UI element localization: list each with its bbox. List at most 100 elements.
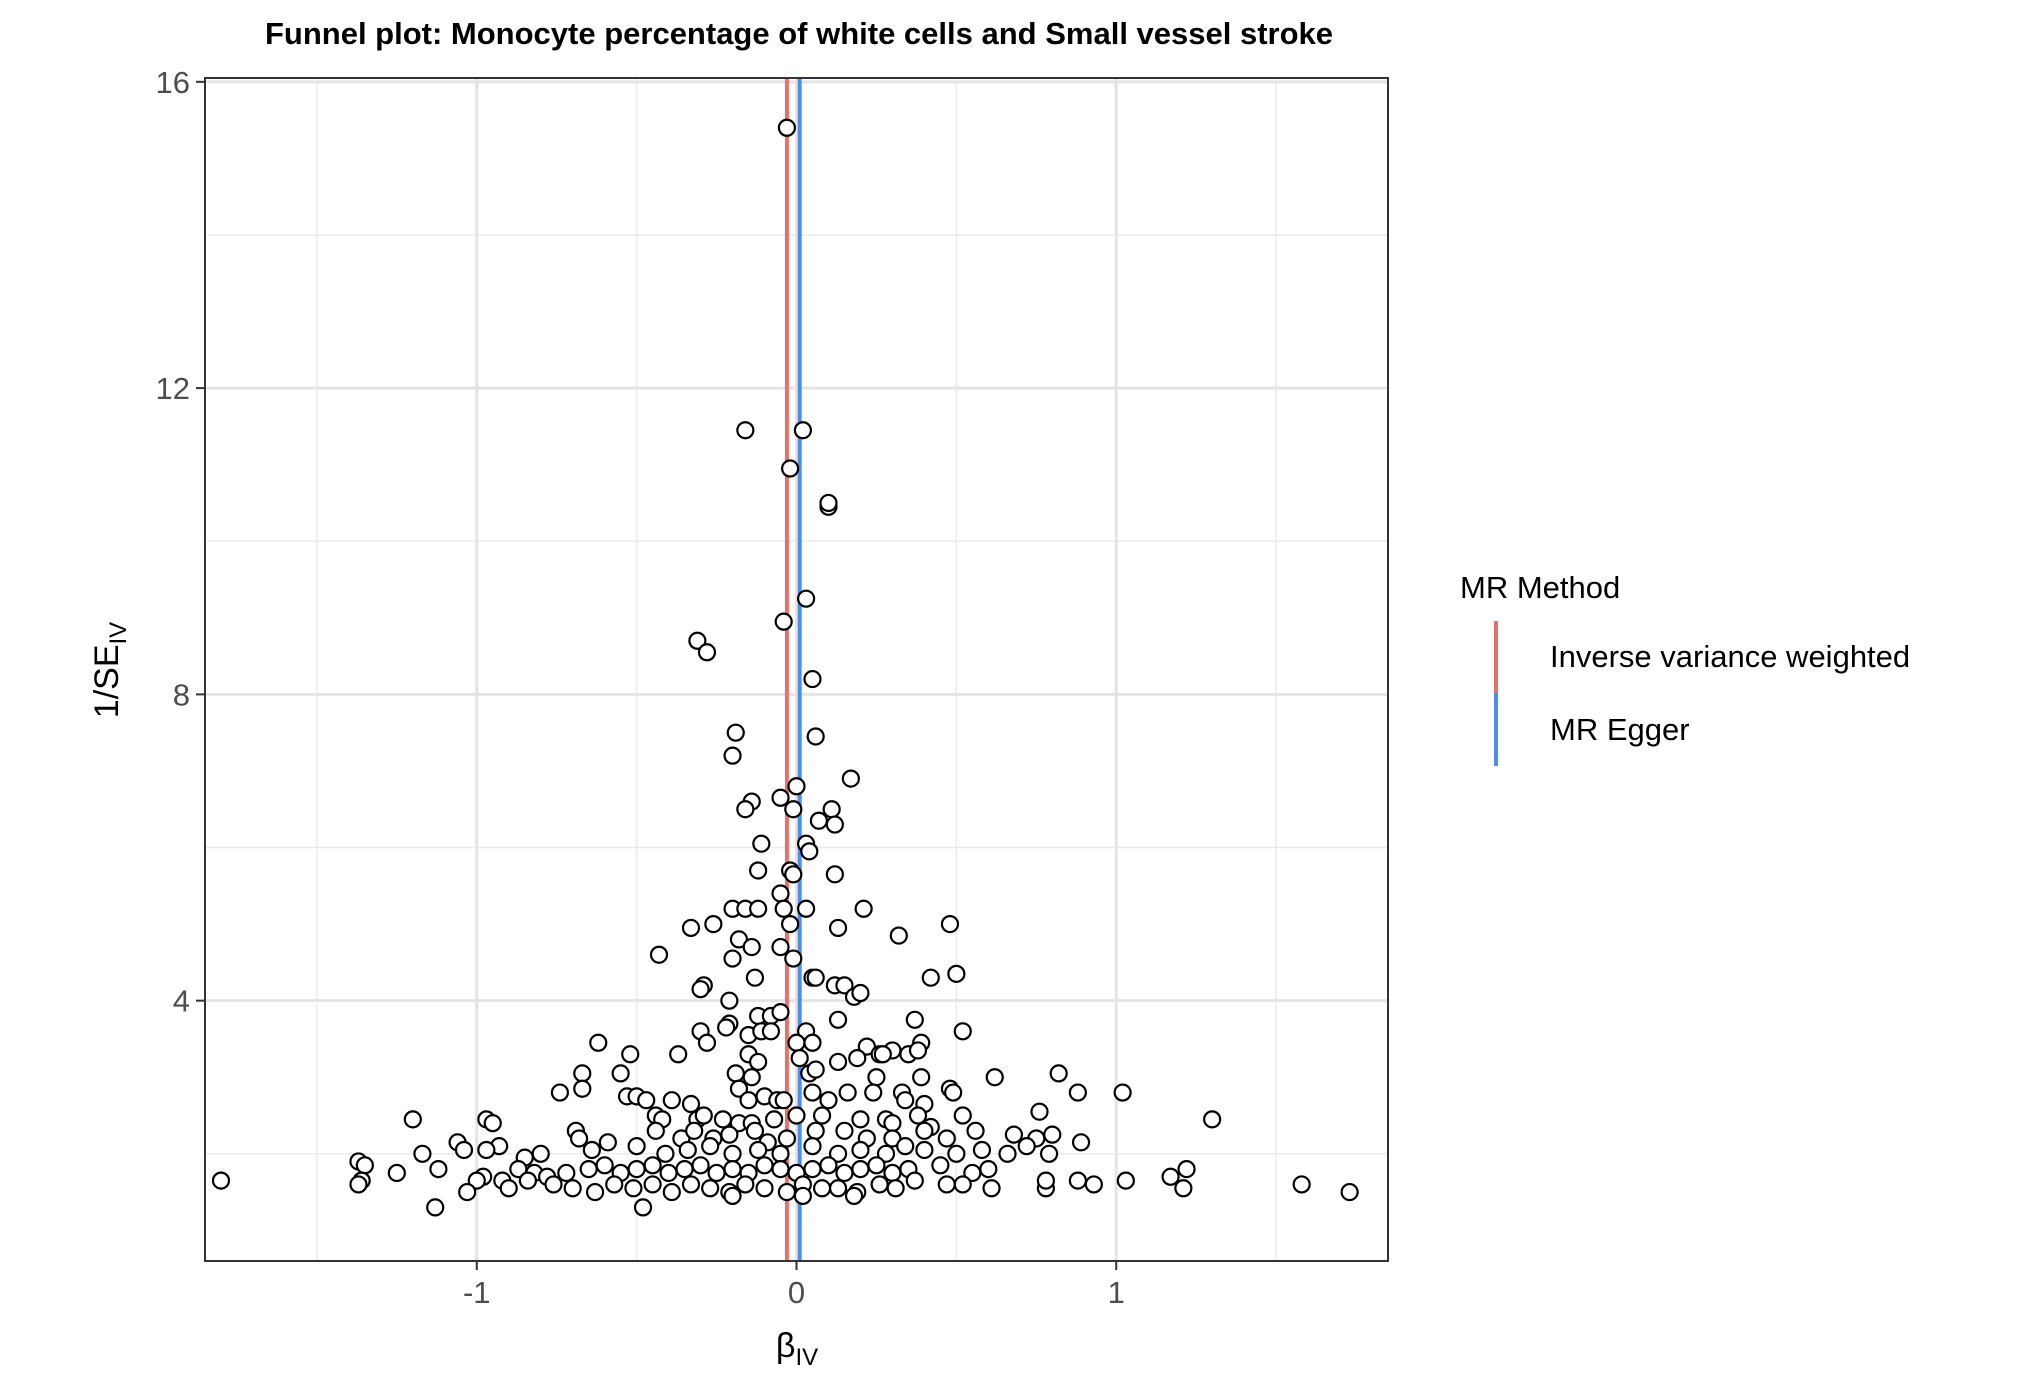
data-point — [848, 1048, 867, 1068]
data-point — [589, 1033, 608, 1052]
data-point — [755, 1156, 774, 1175]
data-point — [803, 1083, 822, 1102]
data-point — [563, 1179, 582, 1198]
data-point — [908, 1106, 928, 1125]
data-point — [825, 815, 844, 834]
data-point — [637, 1091, 656, 1110]
data-point — [1049, 1064, 1068, 1083]
data-point — [781, 914, 800, 934]
data-point — [736, 421, 755, 440]
legend: MR Method Inverse variance weighted MR E… — [1460, 570, 1910, 766]
data-point — [905, 1171, 924, 1190]
data-point — [697, 1033, 717, 1052]
x-tick-label: -1 — [463, 1275, 491, 1310]
data-point — [557, 1163, 576, 1183]
data-point — [1043, 1125, 1062, 1144]
data-point — [806, 1121, 825, 1140]
data-point — [771, 788, 790, 807]
data-point — [582, 1140, 601, 1160]
data-point — [937, 1129, 956, 1148]
data-point — [681, 1094, 701, 1114]
legend-label-egger: MR Egger — [1550, 712, 1690, 747]
data-point — [771, 1160, 790, 1179]
data-point — [544, 1175, 563, 1194]
data-point — [662, 1182, 681, 1202]
data-point — [908, 1041, 928, 1060]
data-point — [771, 937, 790, 957]
data-point — [844, 1186, 864, 1206]
data-points — [211, 118, 1359, 1217]
data-point — [851, 983, 870, 1003]
x-tick-label: 0 — [788, 1275, 805, 1310]
data-point — [483, 1114, 502, 1133]
data-point — [624, 1179, 643, 1198]
data-point — [822, 800, 841, 819]
data-point — [726, 1064, 745, 1083]
data-point — [953, 1106, 972, 1125]
data-point — [720, 991, 739, 1010]
data-point — [707, 1163, 726, 1183]
data-point — [793, 421, 812, 440]
data-point — [947, 964, 966, 983]
data-point — [355, 1156, 374, 1175]
data-point — [1068, 1171, 1087, 1190]
data-point — [784, 949, 803, 968]
data-point — [953, 1175, 972, 1194]
data-point — [739, 1091, 758, 1110]
data-point — [1030, 1102, 1049, 1121]
data-point — [467, 1171, 486, 1190]
data-point — [889, 926, 908, 945]
data-point — [701, 1179, 720, 1198]
data-point — [867, 1068, 886, 1087]
data-point — [812, 1106, 832, 1125]
data-point — [550, 1083, 570, 1102]
data-point — [749, 899, 768, 918]
data-point — [1174, 1179, 1193, 1198]
data-point — [745, 968, 765, 987]
data-point — [720, 1125, 739, 1144]
data-point — [803, 1160, 822, 1179]
data-point — [851, 1160, 870, 1179]
data-point — [1340, 1182, 1359, 1202]
data-point — [656, 1144, 675, 1163]
data-point — [915, 1121, 934, 1140]
data-point — [694, 1106, 713, 1125]
data-point — [697, 643, 717, 662]
data-point — [413, 1144, 432, 1163]
data-point — [867, 1156, 886, 1175]
data-point — [774, 1091, 793, 1110]
data-point — [864, 1083, 883, 1102]
data-point — [771, 1003, 790, 1022]
data-point — [896, 1137, 915, 1156]
data-point — [825, 865, 844, 884]
data-point — [787, 777, 806, 796]
data-point — [828, 1179, 848, 1198]
data-point — [454, 1140, 474, 1160]
data-point — [681, 1175, 701, 1194]
data-point — [713, 1110, 733, 1129]
data-point — [633, 1198, 653, 1217]
y-axis: 4 8 12 16 — [156, 65, 205, 1019]
data-point — [774, 612, 793, 631]
data-point — [851, 1140, 870, 1160]
data-point — [573, 1064, 592, 1083]
data-point — [803, 1137, 822, 1156]
data-point — [793, 1186, 812, 1206]
data-point — [742, 1068, 761, 1087]
data-point — [659, 1163, 678, 1183]
data-point — [643, 1156, 662, 1175]
data-point — [1039, 1144, 1059, 1163]
data-point — [777, 1182, 797, 1202]
data-point — [569, 1129, 589, 1148]
data-point — [627, 1137, 646, 1156]
data-point — [774, 899, 793, 918]
data-point — [723, 1160, 742, 1179]
legend-title: MR Method — [1460, 570, 1620, 605]
data-point — [211, 1171, 231, 1190]
data-point — [838, 1083, 857, 1102]
data-point — [685, 1121, 704, 1140]
data-point — [944, 1083, 963, 1102]
data-point — [649, 945, 669, 964]
data-point — [691, 980, 710, 999]
data-point — [777, 1129, 797, 1148]
